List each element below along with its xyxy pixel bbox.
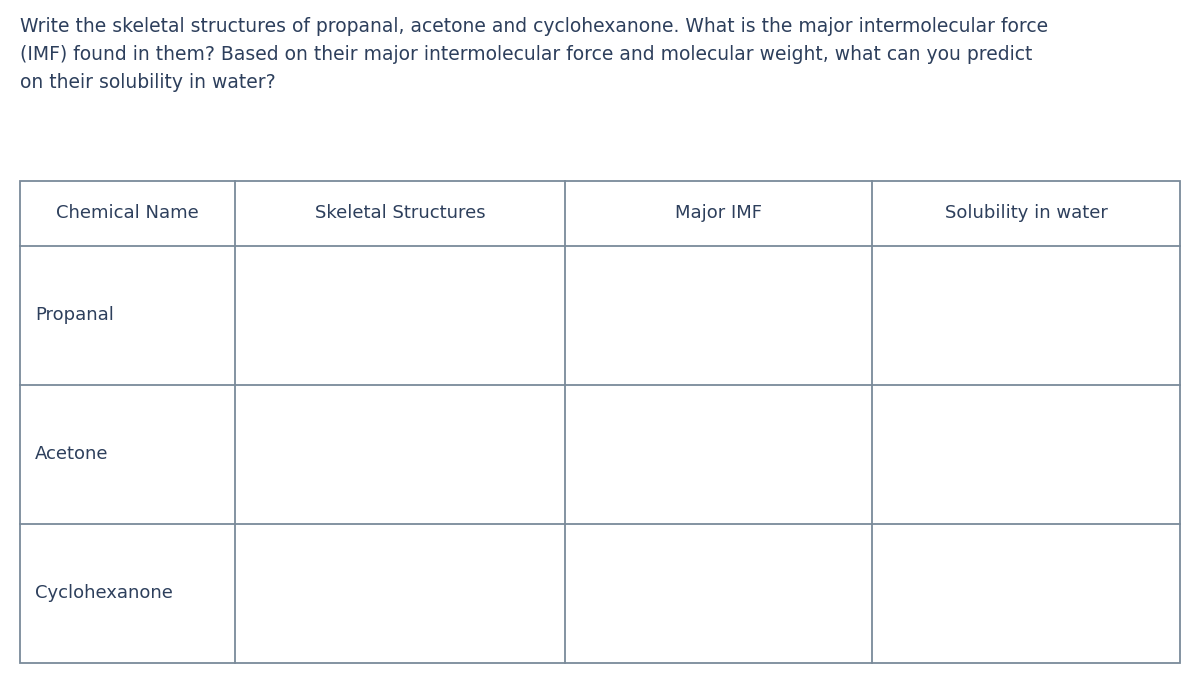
- Text: Solubility in water: Solubility in water: [944, 204, 1108, 223]
- Text: Cyclohexanone: Cyclohexanone: [35, 584, 173, 602]
- Text: Major IMF: Major IMF: [676, 204, 762, 223]
- Text: Propanal: Propanal: [35, 307, 114, 324]
- Text: Write the skeletal structures of propanal, acetone and cyclohexanone. What is th: Write the skeletal structures of propana…: [20, 17, 1049, 92]
- Text: Chemical Name: Chemical Name: [56, 204, 199, 223]
- Text: Skeletal Structures: Skeletal Structures: [314, 204, 485, 223]
- Text: Acetone: Acetone: [35, 445, 108, 463]
